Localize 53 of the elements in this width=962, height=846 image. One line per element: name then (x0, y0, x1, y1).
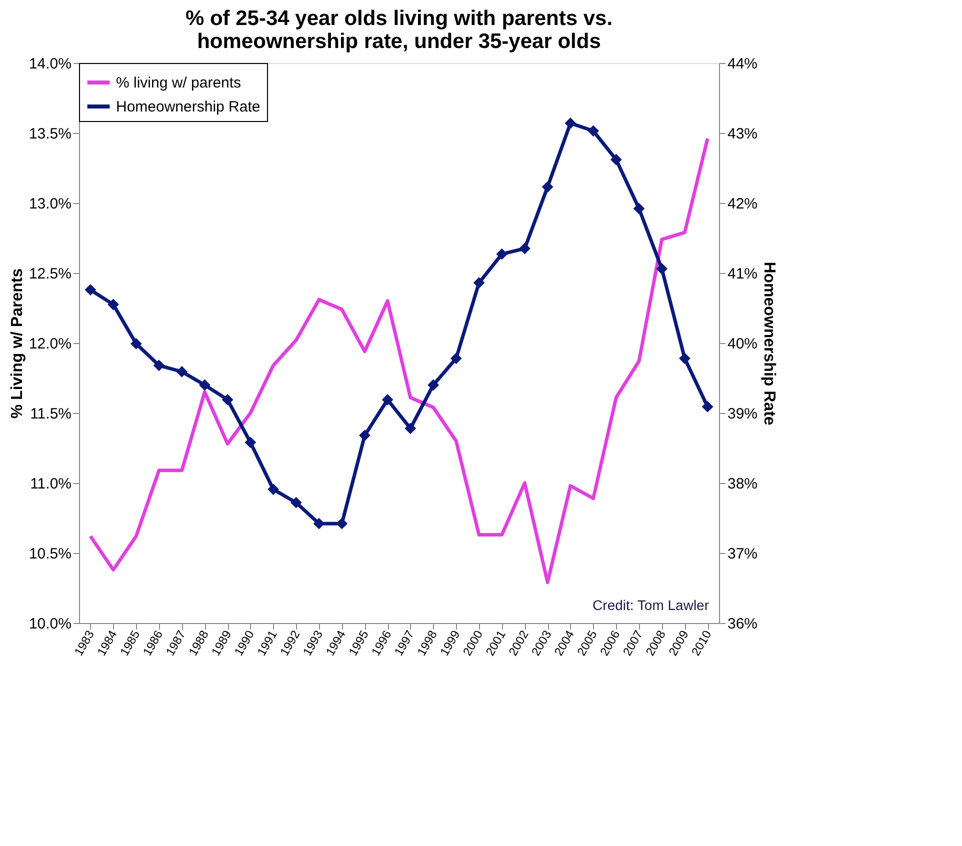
point (130, 338, 142, 350)
point (382, 394, 394, 406)
point (473, 277, 485, 288)
point (633, 202, 645, 214)
y2-tick-label: 38% (728, 476, 758, 492)
point (359, 430, 370, 442)
y-tick-label: 11.0% (30, 476, 72, 492)
y2-tick-label: 39% (728, 406, 758, 422)
y-tick-label: 14.0% (28, 56, 72, 72)
point (656, 263, 668, 274)
y-tick-label: 10.0% (28, 616, 72, 632)
point (153, 360, 165, 372)
chart-title: % of 25-34 year olds living with parents vs. homeownership rate, under 35-year olds (185, 7, 613, 53)
line-series (88, 136, 710, 584)
legend-label: % living w/ parents (116, 74, 242, 92)
point (610, 154, 622, 166)
point (496, 248, 508, 260)
point (519, 242, 530, 254)
y-axis-title: % Living w/ Parents (8, 268, 26, 419)
point (564, 118, 576, 129)
y-tick-label: 12.5% (28, 266, 72, 282)
point (290, 496, 302, 508)
point (404, 422, 416, 434)
legend-label: Homeownership Rate (116, 98, 260, 116)
y2-tick-label: 37% (728, 546, 758, 562)
point (336, 518, 348, 530)
y-tick-label: 12.0% (28, 336, 72, 352)
point (679, 352, 690, 364)
point (244, 436, 256, 448)
y2-tick-label: 40% (728, 336, 758, 352)
point (268, 484, 279, 495)
point (428, 379, 439, 391)
point (450, 352, 462, 364)
point (199, 379, 210, 391)
y2-tick-label: 43% (728, 126, 758, 142)
point (176, 366, 188, 378)
y-tick-label: 10.5% (28, 546, 72, 562)
y2-tick-label: 44% (728, 56, 758, 72)
point (84, 284, 96, 296)
annotation: Credit: Tom Lawler (592, 597, 710, 613)
y-tick-label: 13.0% (28, 196, 72, 212)
point (313, 518, 325, 530)
y2-tick-label: 36% (728, 616, 758, 632)
point (222, 394, 234, 406)
y-tick-label: 13.5% (28, 126, 72, 142)
y2-tick-label: 42% (728, 196, 758, 212)
y2-tick-label: 41% (728, 266, 758, 282)
point (108, 298, 119, 310)
point (702, 401, 714, 412)
y-tick-label: 11.5% (30, 406, 72, 422)
point (588, 125, 599, 137)
point (542, 181, 554, 193)
y2-axis-title: Homeownership Rate (760, 262, 778, 426)
